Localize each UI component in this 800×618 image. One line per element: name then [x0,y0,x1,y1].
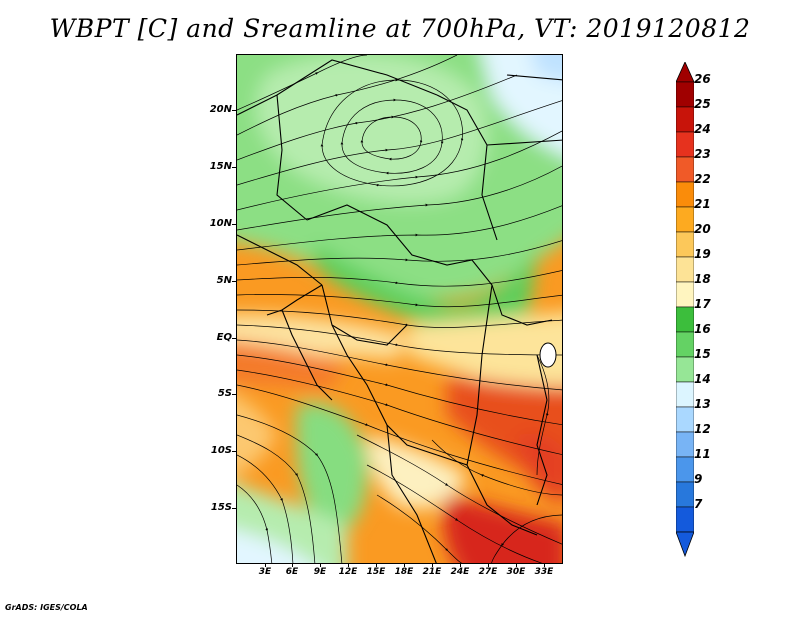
lon-label-21e: 21E [422,567,442,577]
lon-label-30e: 30E [506,567,526,577]
lat-tick [232,338,236,339]
lat-label-10n: 10N [209,218,232,229]
colorbar-label: 26 [694,72,711,86]
colorbar-label: 21 [694,197,711,211]
colorbar-label: 7 [694,497,703,511]
colorbar-label: 24 [694,122,711,136]
lon-tick [516,563,517,567]
colorbar-block [676,106,694,133]
colorbar-block [676,356,694,383]
colorbar-block [676,456,694,483]
colorbar-block [676,231,694,258]
colorbar-block [676,306,694,333]
lon-label-33e: 33E [534,567,554,577]
colorbar-label: 11 [694,447,711,461]
lat-tick [232,224,236,225]
colorbar-label: 19 [694,247,711,261]
lon-label-12e: 12E [338,567,358,577]
lat-tick [232,508,236,509]
grads-credit: GrADS: IGES/COLA [5,603,88,612]
lon-tick [432,563,433,567]
streamlines [237,55,562,563]
colorbar-block [676,206,694,233]
colorbar-block [676,381,694,408]
colorbar-block [676,181,694,208]
colorbar-label: 25 [694,97,711,111]
colorbar-block [676,81,694,108]
colorbar-top-arrow [676,62,694,83]
lon-label-18e: 18E [394,567,414,577]
lat-tick [232,394,236,395]
colorbar-label: 20 [694,222,711,236]
lon-tick [320,563,321,567]
colorbar-blocks [676,81,694,533]
map-canvas [237,55,562,563]
wbpt-map [236,54,563,564]
colorbar-block [676,431,694,458]
colorbar-label: 17 [694,297,711,311]
colorbar-block [676,481,694,508]
colorbar-block [676,131,694,158]
lon-tick [348,563,349,567]
lat-tick [232,110,236,111]
colorbar-bottom-arrow [676,531,694,558]
lat-label-5n: 5N [216,275,232,286]
colorbar-label: 15 [694,347,711,361]
colorbar [676,62,694,558]
lon-label-24e: 24E [450,567,470,577]
colorbar-label: 12 [694,422,711,436]
lat-tick [232,451,236,452]
colorbar-block [676,506,694,533]
colorbar-label: 16 [694,322,711,336]
lon-tick [544,563,545,567]
lon-label-3e: 3E [258,567,272,577]
lon-tick [265,563,266,567]
lon-label-9e: 9E [313,567,327,577]
lake-victoria [539,342,557,368]
colorbar-label: 13 [694,397,711,411]
map-title: WBPT [C] and Sreamline at 700hPa, VT: 20… [49,14,751,43]
colorbar-block [676,156,694,183]
lat-label-10s: 10S [210,445,232,456]
colorbar-label: 14 [694,372,711,386]
colorbar-label: 23 [694,147,711,161]
lat-tick [232,167,236,168]
lat-label-eq: EQ [216,332,232,343]
lon-tick [404,563,405,567]
country-borders [237,59,562,563]
lat-label-15n: 15N [209,161,232,172]
lat-tick [232,281,236,282]
colorbar-label: 22 [694,172,711,186]
colorbar-label: 18 [694,272,711,286]
colorbar-block [676,406,694,433]
lon-label-15e: 15E [366,567,386,577]
lon-tick [488,563,489,567]
colorbar-block [676,256,694,283]
lon-label-6e: 6E [285,567,299,577]
lon-tick [292,563,293,567]
colorbar-block [676,281,694,308]
lat-label-15s: 15S [210,502,232,513]
lat-label-5s: 5S [217,388,232,399]
colorbar-block [676,331,694,358]
colorbar-label: 9 [694,472,703,486]
lat-label-20n: 20N [209,104,232,115]
lon-tick [460,563,461,567]
lon-tick [376,563,377,567]
lon-label-27e: 27E [478,567,498,577]
